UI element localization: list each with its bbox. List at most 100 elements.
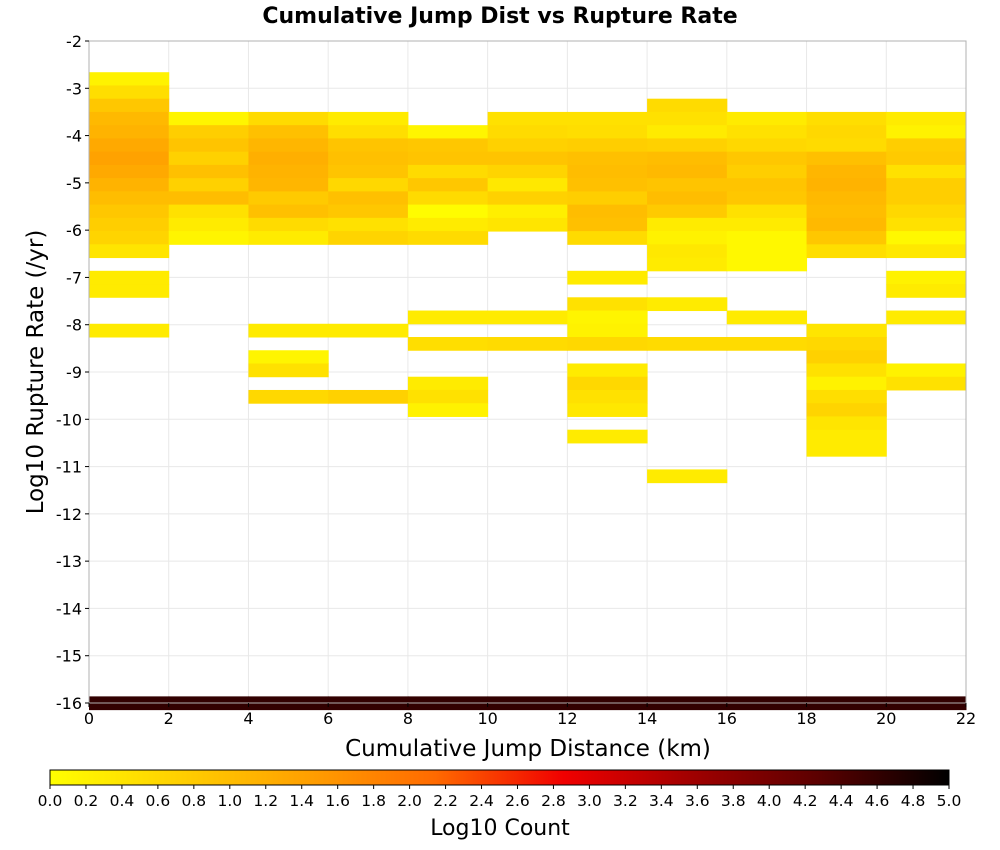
x-tick-label: 18	[796, 709, 816, 728]
heatmap-cell	[806, 442, 887, 457]
heatmap-cell	[567, 429, 648, 444]
heatmap-cell	[89, 204, 170, 219]
heatmap-cell	[407, 376, 489, 391]
heatmap-cell	[647, 164, 728, 179]
chart-title: Cumulative Jump Dist vs Rupture Rate	[262, 4, 737, 29]
heatmap-cell	[407, 151, 489, 166]
heatmap-cell	[726, 138, 808, 153]
heatmap-cell	[567, 138, 648, 153]
heatmap-cell	[407, 403, 489, 417]
heatmap-cell	[886, 204, 967, 219]
x-tick-label: 12	[557, 709, 577, 728]
heatmap-cell	[487, 191, 568, 206]
heatmap-cell	[726, 164, 808, 179]
y-axis-ticks: -2 -3 -4 -5 -6 -7 -8 -9 -10 -11 -12 -13 -14 -15 -16	[56, 32, 89, 713]
heatmap-cell	[89, 178, 170, 192]
colorbar-tick-label: 4.2	[793, 792, 818, 810]
x-tick-label: 10	[477, 709, 497, 728]
heatmap-cell	[487, 151, 568, 166]
heatmap-cell	[248, 111, 329, 126]
heatmap-cell	[407, 204, 489, 219]
y-tick-label: -8	[66, 316, 82, 335]
colorbar-label: Log10 Count	[430, 816, 570, 841]
y-tick-label: -3	[66, 79, 82, 98]
heatmap-cell	[806, 151, 887, 166]
heatmap-cell	[89, 217, 170, 232]
colorbar-tick-label: 2.6	[505, 792, 530, 810]
x-axis-label: Cumulative Jump Distance (km)	[345, 736, 711, 762]
heatmap-cell	[567, 376, 648, 391]
heatmap-cell	[806, 138, 887, 153]
x-tick-label: 2	[164, 709, 174, 728]
colorbar-tick-label: 0.2	[74, 792, 99, 810]
heatmap-cell	[806, 204, 887, 219]
heatmap-cell	[248, 125, 329, 139]
colorbar-tick-label: 4.6	[865, 792, 890, 810]
heatmap-cell	[647, 151, 728, 166]
heatmap-cell	[168, 125, 249, 139]
heatmap-cell	[328, 231, 409, 245]
heatmap-cell	[567, 297, 648, 312]
heatmap-cell	[726, 111, 808, 126]
y-tick-label: -6	[66, 221, 82, 240]
heatmap-cell	[248, 363, 329, 378]
heatmap-cell	[886, 217, 967, 232]
heatmap-cell	[647, 217, 728, 232]
heatmap-cell	[168, 111, 249, 126]
heatmap-cell	[886, 191, 967, 206]
heatmap-cell	[886, 178, 967, 192]
heatmap-cell	[89, 85, 170, 100]
heatmap-cell	[726, 125, 808, 139]
heatmap-cell	[168, 191, 249, 206]
heatmap-cell	[407, 310, 489, 325]
heatmap-cell	[567, 389, 648, 404]
heatmap-cell	[886, 310, 967, 325]
heatmap-cell	[567, 164, 648, 179]
heatmap-cell	[886, 363, 967, 378]
heatmap-cell	[567, 217, 648, 232]
heatmap-cell	[886, 111, 967, 126]
heatmap-cell	[328, 111, 409, 126]
heatmap-cell	[567, 178, 648, 192]
heatmap-cell	[328, 217, 409, 232]
heatmap-cell	[168, 204, 249, 219]
heatmap-cell	[886, 138, 967, 153]
colorbar-ticks: 0.0 0.2 0.4 0.6 0.8 1.0 1.2 1.4 1.6 1.8 2.0 2.2 2.4 2…	[38, 785, 961, 810]
colorbar-tick-label: 4.8	[901, 792, 926, 810]
heatmap-cell	[248, 217, 329, 232]
y-tick-label: -2	[66, 32, 82, 51]
heatmap-cell	[647, 297, 728, 312]
heatmap-cell	[328, 151, 409, 166]
heatmap-cell	[567, 403, 648, 417]
colorbar-tick-label: 3.0	[577, 792, 602, 810]
heatmap-cell	[806, 178, 887, 192]
colorbar-tick-label: 0.8	[182, 792, 207, 810]
heatmap-cell	[806, 416, 887, 431]
heatmap-cell	[647, 98, 728, 113]
heatmap-cell	[168, 164, 249, 179]
heatmap-cell	[328, 389, 409, 404]
colorbar-tick-label: 1.4	[289, 792, 314, 810]
heatmap-cell	[168, 138, 249, 153]
heatmap-cell	[567, 323, 648, 338]
x-tick-label: 4	[243, 709, 253, 728]
heatmap-cell	[886, 164, 967, 179]
heatmap-cell	[647, 469, 728, 484]
x-tick-label: 16	[717, 709, 737, 728]
heatmap-cell	[328, 125, 409, 139]
heatmap-cell	[647, 111, 728, 126]
heatmap-cell	[806, 125, 887, 139]
heatmap-cell	[567, 204, 648, 219]
x-tick-label: 8	[403, 709, 413, 728]
heatmap-cell	[726, 217, 808, 232]
y-tick-label: -10	[56, 410, 82, 429]
y-tick-label: -16	[56, 694, 82, 713]
colorbar-tick-label: 1.2	[253, 792, 278, 810]
heatmap-cell	[248, 231, 329, 245]
colorbar-tick-label: 0.4	[110, 792, 135, 810]
heatmap-cell	[248, 178, 329, 192]
y-tick-label: -15	[56, 647, 82, 666]
colorbar-tick-label: 1.0	[217, 792, 242, 810]
heatmap-cell	[647, 337, 728, 351]
heatmap-cell	[726, 310, 808, 325]
